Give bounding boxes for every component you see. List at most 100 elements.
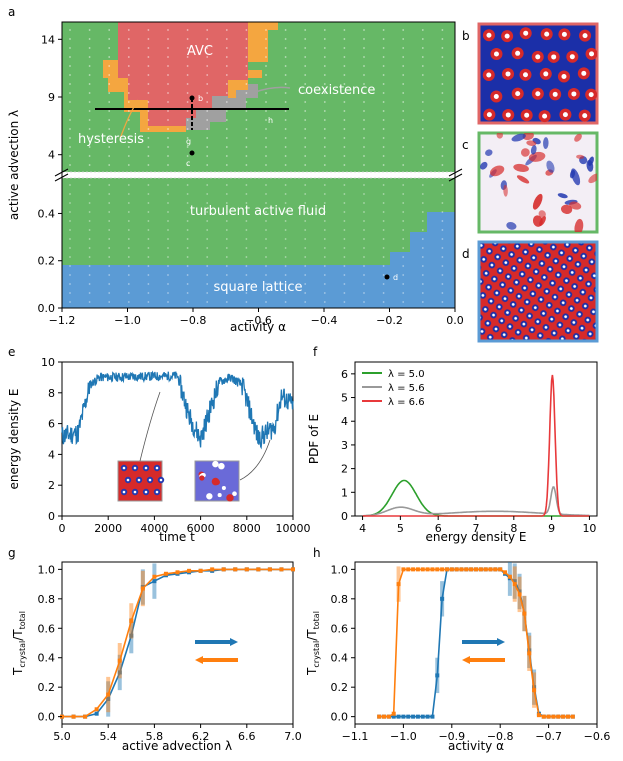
grid-dot <box>69 229 71 231</box>
panel-e-inset-arrow-2 <box>239 439 271 481</box>
grid-dot <box>343 292 346 294</box>
grid-dot <box>323 101 326 103</box>
grid-dot <box>284 202 287 204</box>
grid-dot <box>108 65 111 67</box>
grid-dot <box>69 238 71 240</box>
grid-dot <box>225 101 228 103</box>
grid-dot <box>147 65 150 67</box>
grid-dot <box>167 29 169 31</box>
grid-dot <box>69 184 71 186</box>
y-tick-label: 1 <box>341 486 348 499</box>
grid-dot <box>88 110 91 112</box>
legend-label: λ = 5.0 <box>388 369 425 380</box>
grid-dot <box>186 265 189 267</box>
grid-dot <box>284 83 287 85</box>
y-tick-label: 14 <box>41 33 55 46</box>
grid-dot <box>363 247 365 249</box>
data-point <box>83 714 88 719</box>
grid-dot <box>421 229 424 231</box>
grid-dot <box>382 292 385 294</box>
grid-dot <box>441 220 444 222</box>
grid-dot <box>88 211 91 213</box>
grid-dot <box>265 274 267 276</box>
grid-dot <box>304 74 307 76</box>
panel-a-y-ticks: 4 9 14 0.0 0.2 0.4 <box>38 33 62 315</box>
vortex-core <box>515 50 521 56</box>
grid-dot <box>265 247 267 249</box>
grid-dot <box>284 38 287 40</box>
grid-dot <box>265 101 267 103</box>
grid-dot <box>127 29 130 31</box>
grid-dot <box>69 65 71 67</box>
grid-dot <box>147 83 150 85</box>
grid-dot <box>108 220 111 222</box>
vortex-blob <box>588 156 594 166</box>
grid-dot <box>245 292 248 294</box>
grid-dot <box>343 202 346 204</box>
panel-h-arrowhead-right <box>497 638 505 646</box>
grid-dot <box>343 220 346 222</box>
vortex-blob <box>496 133 503 139</box>
vortex-core <box>505 112 511 118</box>
grid-dot <box>127 247 130 249</box>
grid-dot <box>186 292 189 294</box>
vortex-core <box>493 51 499 57</box>
grid-dot <box>323 74 326 76</box>
panel-h-ylabel: Tcrystal/Ttotal <box>305 611 321 676</box>
grid-dot <box>147 193 150 195</box>
grid-dot <box>245 74 248 76</box>
x-tick-label: 5 <box>397 522 404 535</box>
grid-dot <box>69 29 71 31</box>
grid-dot <box>323 110 326 112</box>
data-point <box>244 567 249 572</box>
grid-dot <box>245 65 248 67</box>
inset-blob <box>212 460 219 468</box>
grid-dot <box>421 220 424 222</box>
grid-dot <box>304 119 307 121</box>
grid-dot <box>323 92 326 94</box>
grid-dot <box>245 220 248 222</box>
grid-dot <box>284 292 287 294</box>
x-tick-label: −0.6 <box>584 730 611 743</box>
grid-dot <box>147 265 150 267</box>
y-tick-label: 6 <box>48 418 55 431</box>
grid-dot <box>284 256 287 258</box>
grid-dot <box>167 283 169 285</box>
vortex-core <box>543 71 549 77</box>
grid-dot <box>147 119 150 121</box>
vortex-blob <box>576 154 585 159</box>
grid-dot <box>363 211 365 213</box>
grid-dot <box>88 56 91 58</box>
grid-dot <box>167 247 169 249</box>
grid-dot <box>147 110 150 112</box>
grid-dot <box>108 247 111 249</box>
grid-dot <box>245 29 248 31</box>
data-point <box>440 567 445 572</box>
grid-dot <box>382 74 385 76</box>
grid-dot <box>245 101 248 103</box>
grid-dot <box>323 83 326 85</box>
grid-dot <box>441 193 444 195</box>
grid-dot <box>363 119 365 121</box>
grid-dot <box>363 56 365 58</box>
grid-dot <box>441 65 444 67</box>
grid-dot <box>265 137 267 139</box>
grid-dot <box>402 256 405 258</box>
panel-e-ylabel: energy density E <box>7 388 21 489</box>
vortex-blob <box>538 210 546 218</box>
y-tick-label: 9 <box>48 91 55 104</box>
grid-dot <box>421 247 424 249</box>
grid-dot <box>167 155 169 157</box>
inset-blob <box>211 477 220 486</box>
grid-dot <box>147 56 150 58</box>
grid-dot <box>245 56 248 58</box>
x-tick-label: −1.2 <box>49 314 76 327</box>
x-tick-label: −0.8 <box>487 730 514 743</box>
grid-dot <box>441 155 444 157</box>
x-tick-label: 8000 <box>233 522 261 535</box>
grid-dot <box>186 146 189 148</box>
grid-dot <box>304 220 307 222</box>
grid-dot <box>127 283 130 285</box>
grid-dot <box>421 65 424 67</box>
